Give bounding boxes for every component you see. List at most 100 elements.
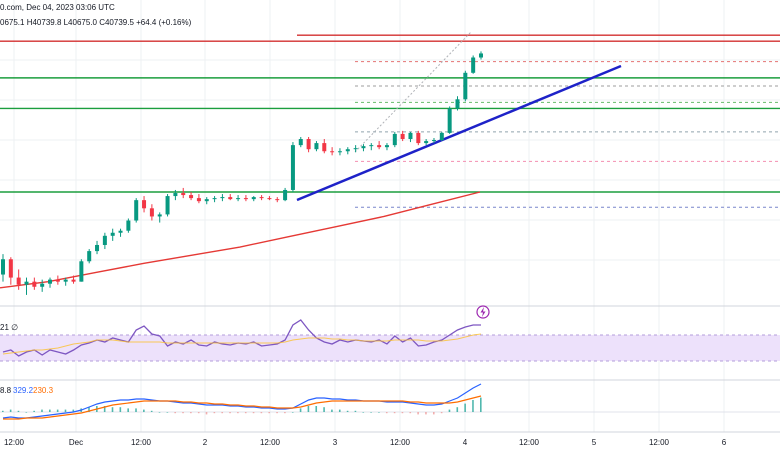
macd-histogram-bar-7 — [56, 409, 59, 412]
macd-histogram-bar-29 — [229, 412, 231, 414]
candle-body-45 — [353, 148, 358, 150]
macd-histogram-bar-34 — [268, 412, 271, 414]
macd-histogram-bar-3 — [25, 412, 28, 413]
macd-histogram-bar-15 — [119, 407, 122, 412]
macd-histogram-bar-41 — [323, 407, 325, 412]
candle-body-29 — [228, 197, 233, 200]
candle-body-55 — [431, 140, 436, 142]
macd-histogram-bar-21 — [166, 412, 169, 413]
macd-histogram-bar-33 — [260, 412, 263, 414]
candle-body-12 — [95, 244, 100, 252]
candle-body-17 — [134, 200, 139, 221]
macd-histogram-bar-44 — [346, 410, 349, 412]
candle-body-26 — [204, 199, 209, 202]
macd-histogram-bar-40 — [315, 406, 318, 412]
candle-body-47 — [369, 145, 374, 147]
rsi-panel — [0, 319, 780, 362]
macd-histogram-bar-54 — [425, 412, 427, 415]
macd-histogram-bar-55 — [432, 412, 435, 415]
macd-histogram-bar-37 — [291, 412, 294, 413]
candle-body-18 — [142, 200, 147, 209]
candle-body-2 — [16, 277, 21, 285]
macd-histogram-bar-52 — [409, 412, 412, 414]
candle-body-20 — [157, 214, 162, 217]
macd-histogram-bar-46 — [362, 412, 365, 413]
macd-value-2: 230.3 — [33, 386, 54, 395]
macd-histogram-bar-50 — [393, 412, 396, 414]
candle-body-37 — [290, 145, 295, 190]
macd-histogram-bar-27 — [213, 412, 216, 414]
macd-histogram-bar-47 — [370, 412, 372, 413]
macd-histogram-bar-6 — [49, 409, 51, 412]
macd-histogram-bar-38 — [299, 408, 302, 412]
macd-histogram-bar-18 — [143, 409, 145, 412]
macd-histogram-bar-11 — [88, 407, 90, 412]
macd-histogram-bar-26 — [205, 412, 208, 415]
candle-body-1 — [8, 259, 13, 278]
macd-value-1: 329.2 — [13, 386, 34, 395]
candle-body-4 — [32, 281, 37, 287]
candle-body-34 — [267, 198, 272, 200]
candle-body-56 — [439, 132, 444, 141]
horizontal-levels — [0, 34, 780, 208]
candle-body-3 — [24, 281, 29, 285]
macd-histogram-bar-1 — [9, 409, 12, 412]
candle-body-16 — [126, 220, 131, 231]
ascending-trendline — [296, 64, 622, 202]
candle-body-8 — [63, 279, 68, 282]
candle-body-27 — [212, 198, 217, 200]
candle-body-11 — [87, 251, 92, 262]
macd-histogram-bar-17 — [135, 408, 137, 412]
candle-body-31 — [243, 198, 248, 200]
macd-histogram-bar-35 — [276, 412, 278, 414]
candle-body-42 — [330, 151, 335, 153]
candle-body-52 — [408, 132, 413, 140]
candle-body-24 — [189, 195, 194, 199]
time-axis-label-11: 6 — [722, 438, 727, 447]
candle-body-61 — [479, 53, 483, 58]
candle-body-30 — [236, 198, 241, 200]
candle-body-39 — [306, 139, 311, 150]
candle-body-44 — [345, 149, 350, 152]
macd-histogram-bar-24 — [190, 412, 192, 414]
candle-body-23 — [181, 193, 186, 196]
macd-histogram-bar-32 — [252, 412, 255, 414]
macd-histogram-bar-53 — [417, 412, 419, 415]
time-axis-label-8: 12:00 — [519, 438, 540, 447]
candle-body-59 — [463, 72, 468, 100]
macd-line — [2, 383, 482, 419]
candle-body-57 — [447, 108, 452, 133]
candle-body-9 — [71, 279, 76, 282]
candle-body-7 — [55, 279, 60, 282]
macd-histogram-bar-30 — [237, 412, 239, 414]
candle-body-43 — [337, 151, 342, 153]
candle-body-54 — [424, 141, 429, 144]
lightning-icon[interactable] — [476, 305, 490, 319]
candle-body-0 — [1, 259, 5, 275]
candle-body-28 — [220, 197, 225, 199]
time-axis-label-3: 2 — [203, 438, 208, 447]
macd-histogram-bar-51 — [401, 412, 404, 414]
grid-lines — [0, 0, 780, 433]
candle-body-25 — [196, 198, 201, 202]
macd-histogram-bar-59 — [464, 403, 466, 412]
candle-body-51 — [400, 133, 405, 140]
macd-histogram-bar-9 — [72, 409, 75, 412]
macd-histogram-bar-4 — [33, 410, 35, 412]
macd-histogram-bar-19 — [150, 410, 153, 412]
macd-histogram-bar-45 — [354, 410, 357, 412]
time-axis-label-2: 12:00 — [131, 438, 152, 447]
candle-body-6 — [48, 279, 53, 284]
macd-histogram-bar-13 — [103, 406, 106, 412]
macd-panel — [0, 383, 780, 420]
trendline-layer — [296, 31, 622, 202]
macd-histogram-bar-20 — [158, 412, 161, 413]
candle-body-14 — [110, 232, 115, 236]
macd-histogram-bar-56 — [440, 412, 443, 414]
time-axis-label-6: 12:00 — [390, 438, 411, 447]
candle-body-32 — [251, 197, 256, 200]
candle-body-38 — [298, 139, 303, 146]
candle-body-35 — [275, 199, 280, 201]
macd-histogram-bar-0 — [2, 410, 4, 412]
